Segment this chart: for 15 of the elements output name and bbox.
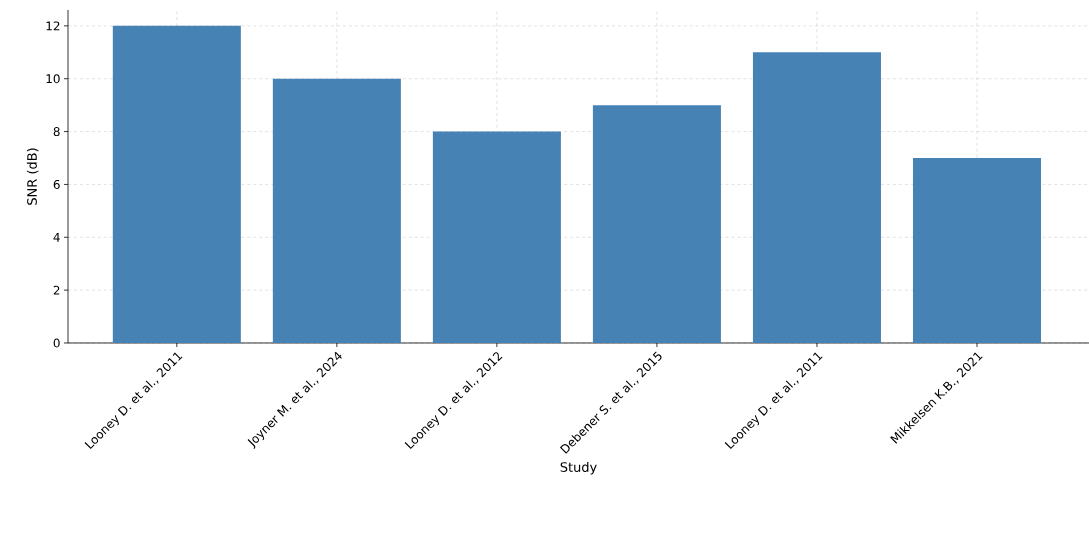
y-tick-label: 4 (53, 232, 60, 242)
bar (112, 25, 241, 343)
bar (752, 52, 881, 343)
y-tick-label: 12 (46, 21, 60, 31)
bar (912, 158, 1041, 343)
bar (432, 131, 561, 343)
y-tick-label: 8 (53, 127, 60, 137)
bar (272, 78, 401, 343)
bar (592, 105, 721, 343)
y-axis-title: SNR (dB) (26, 148, 39, 205)
y-tick-label: 2 (53, 285, 60, 295)
y-tick-label: 6 (53, 179, 60, 189)
y-tick-label: 0 (53, 338, 60, 348)
y-tick-label: 10 (46, 74, 60, 84)
x-axis-title: Study (560, 461, 597, 475)
